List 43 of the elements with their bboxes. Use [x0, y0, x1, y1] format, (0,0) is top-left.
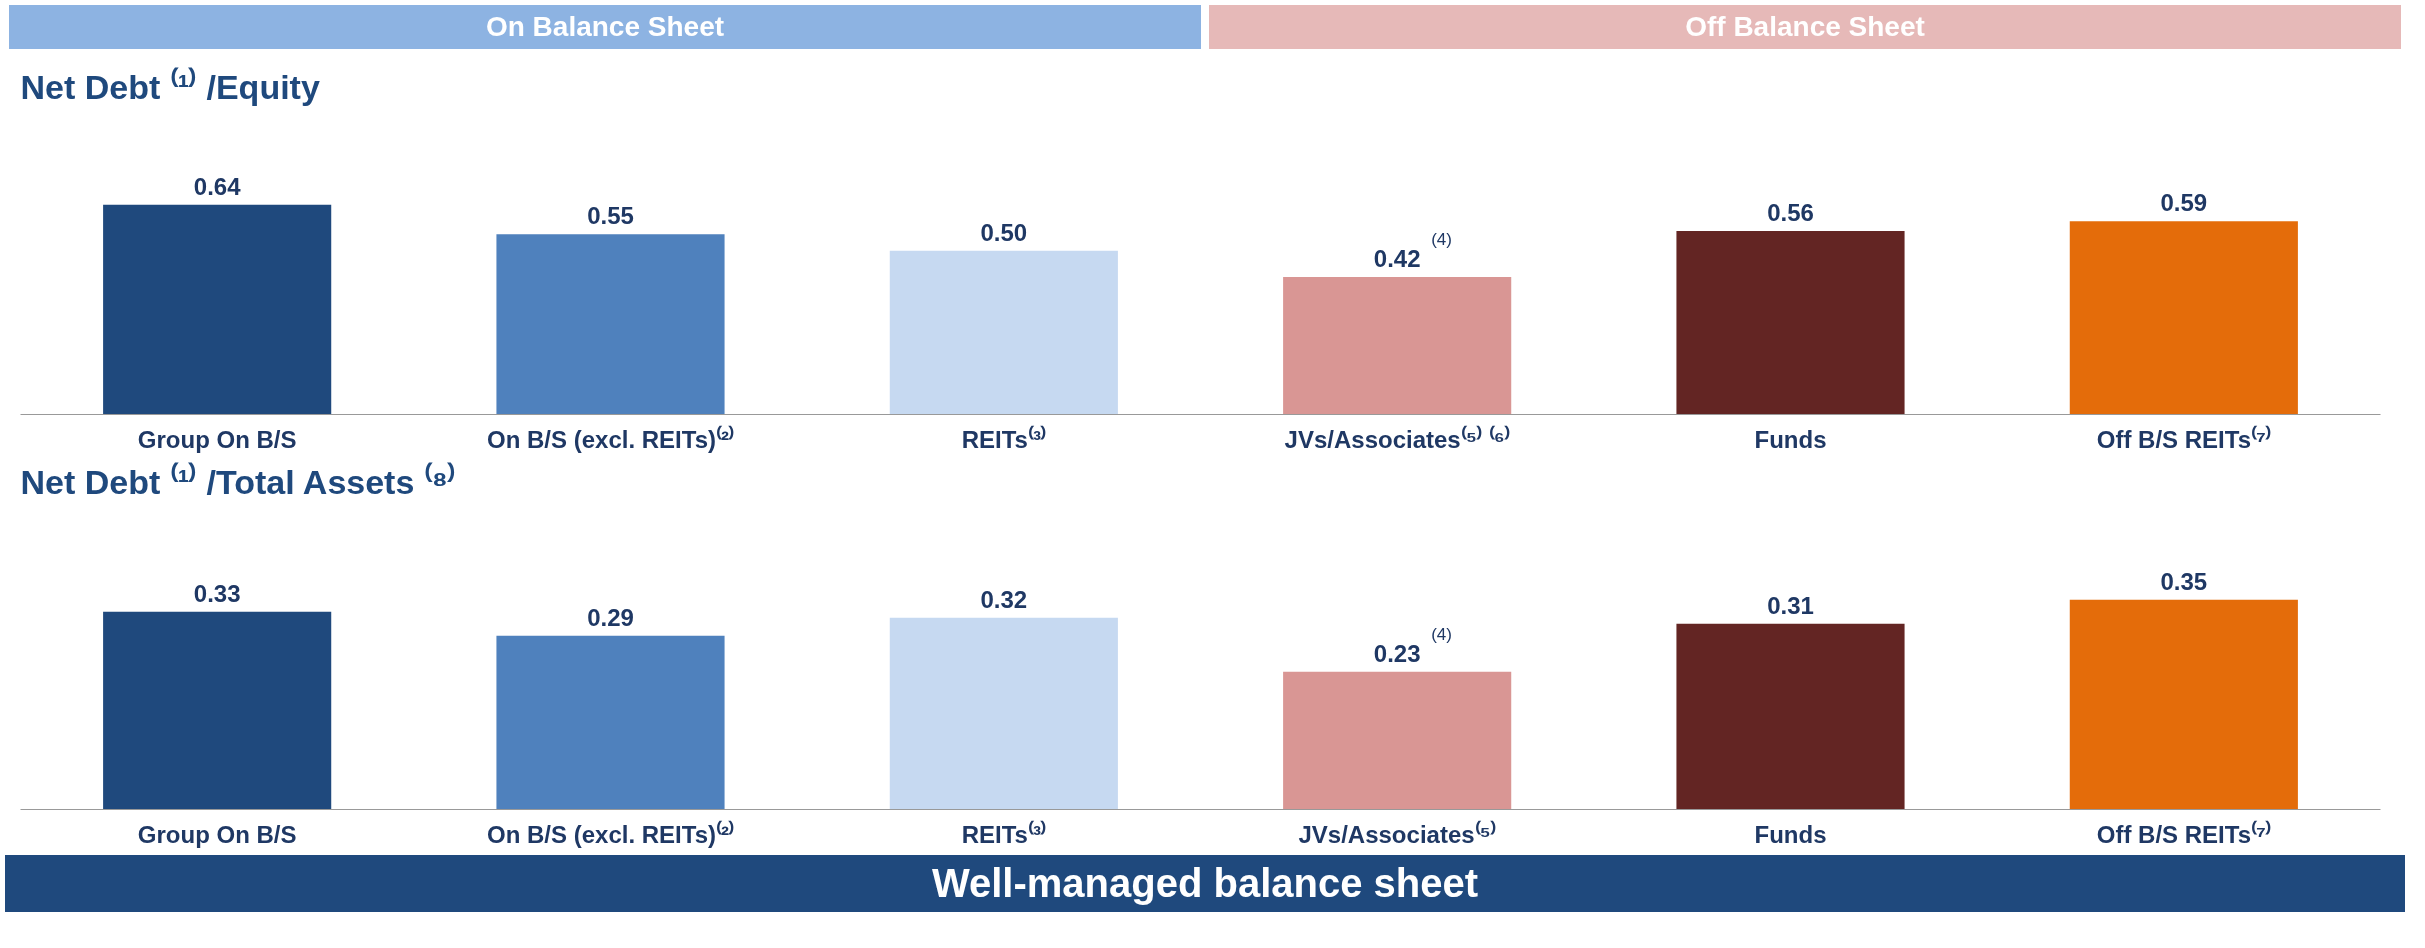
- bar: [103, 611, 332, 810]
- x-tick-label: Funds: [1754, 425, 1827, 453]
- data-label: 0.31: [1767, 591, 1814, 619]
- bar: [1283, 276, 1512, 415]
- data-label: 0.42: [1373, 244, 1421, 272]
- text: Well-managed balance sheet: [5, 855, 2405, 912]
- annotation: (4): [1431, 229, 1452, 249]
- x-tick-label: Group On B/S: [137, 425, 297, 453]
- bar: [496, 635, 725, 810]
- x-tick-label: Funds: [1754, 820, 1827, 848]
- chart-title: Net Debt ⁽¹⁾ /Equity: [20, 66, 320, 106]
- data-label: 0.55: [587, 202, 634, 230]
- bar: [1676, 623, 1905, 810]
- annotation: (4): [1431, 624, 1452, 644]
- bar: [2069, 599, 2298, 810]
- data-label: 0.50: [980, 218, 1028, 246]
- x-tick-label: Off B/S REITs⁽⁷⁾: [2096, 819, 2271, 848]
- data-label: 0.59: [2160, 189, 2208, 217]
- bar: [1283, 671, 1512, 810]
- data-label: 0.33: [193, 579, 241, 607]
- data-label: 0.32: [980, 585, 1028, 613]
- x-tick-label: Group On B/S: [137, 820, 297, 848]
- data-label: 0.23: [1373, 639, 1421, 667]
- text: Off Balance Sheet: [1209, 5, 2401, 49]
- x-tick-label: Off B/S REITs⁽⁷⁾: [2096, 424, 2271, 453]
- x-tick-label: REITs⁽³⁾: [961, 424, 1046, 453]
- bar: [2069, 221, 2298, 415]
- data-label: 0.35: [2160, 567, 2208, 595]
- bar: [889, 250, 1118, 415]
- x-tick-label: On B/S (excl. REITs)⁽²⁾: [487, 424, 734, 453]
- x-tick-label: JVs/Associates⁽⁵⁾ ⁽⁶⁾: [1284, 424, 1510, 453]
- x-tick-label: On B/S (excl. REITs)⁽²⁾: [487, 819, 734, 848]
- bar: [1676, 231, 1905, 415]
- bar: [496, 234, 725, 415]
- data-label: 0.64: [193, 172, 242, 200]
- bar: [103, 204, 332, 415]
- bar: [889, 617, 1118, 810]
- text: On Balance Sheet: [9, 5, 1201, 49]
- x-tick-label: REITs⁽³⁾: [961, 819, 1046, 848]
- data-label: 0.29: [587, 603, 634, 631]
- x-tick-label: JVs/Associates⁽⁵⁾: [1298, 819, 1496, 848]
- data-label: 0.56: [1767, 199, 1814, 227]
- chart-title: Net Debt ⁽¹⁾ /Total Assets ⁽⁸⁾: [20, 461, 456, 501]
